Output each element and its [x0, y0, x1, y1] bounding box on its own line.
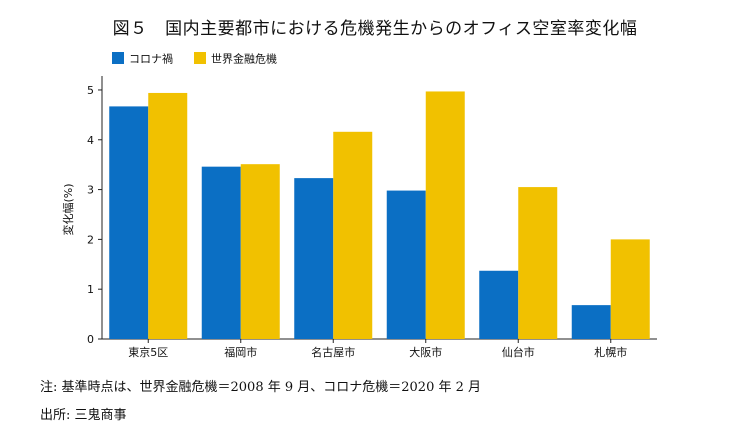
- y-tick-label: 4: [87, 134, 94, 147]
- x-tick-label: 大阪市: [409, 345, 442, 359]
- bar: [571, 305, 611, 339]
- y-tick-label: 3: [87, 184, 94, 197]
- y-tick-label: 2: [87, 233, 94, 246]
- legend-swatch: [194, 52, 206, 64]
- bar: [479, 270, 519, 339]
- bar: [610, 239, 650, 339]
- y-tick-label: 1: [87, 283, 94, 296]
- chart-source: 出所: 三鬼商事: [40, 408, 127, 423]
- bar: [148, 92, 188, 339]
- bar: [240, 164, 280, 339]
- x-tick-label: 札幌市: [594, 345, 627, 359]
- bar: [518, 187, 558, 339]
- bar: [333, 131, 373, 339]
- bar: [201, 166, 241, 339]
- chart-title: 図５ 国内主要都市における危機発生からのオフィス空室率変化幅: [112, 19, 638, 39]
- bar: [425, 91, 465, 339]
- bar: [109, 106, 149, 340]
- x-tick-label: 東京5区: [128, 345, 168, 359]
- bar: [294, 178, 334, 339]
- y-tick-label: 5: [87, 84, 94, 97]
- x-tick-label: 仙台市: [502, 345, 535, 359]
- legend-label: コロナ禍: [129, 52, 173, 66]
- x-tick-label: 福岡市: [224, 345, 257, 359]
- y-tick-label: 0: [87, 333, 94, 346]
- legend-label: 世界金融危機: [211, 52, 277, 66]
- bar: [386, 190, 426, 339]
- chart-note: 注: 基準時点は、世界金融危機＝2008 年 9 月、コロナ危機＝2020 年 …: [40, 380, 482, 395]
- x-tick-label: 名古屋市: [311, 345, 355, 359]
- y-axis-label: 変化幅(%): [61, 183, 75, 235]
- legend-swatch: [112, 52, 124, 64]
